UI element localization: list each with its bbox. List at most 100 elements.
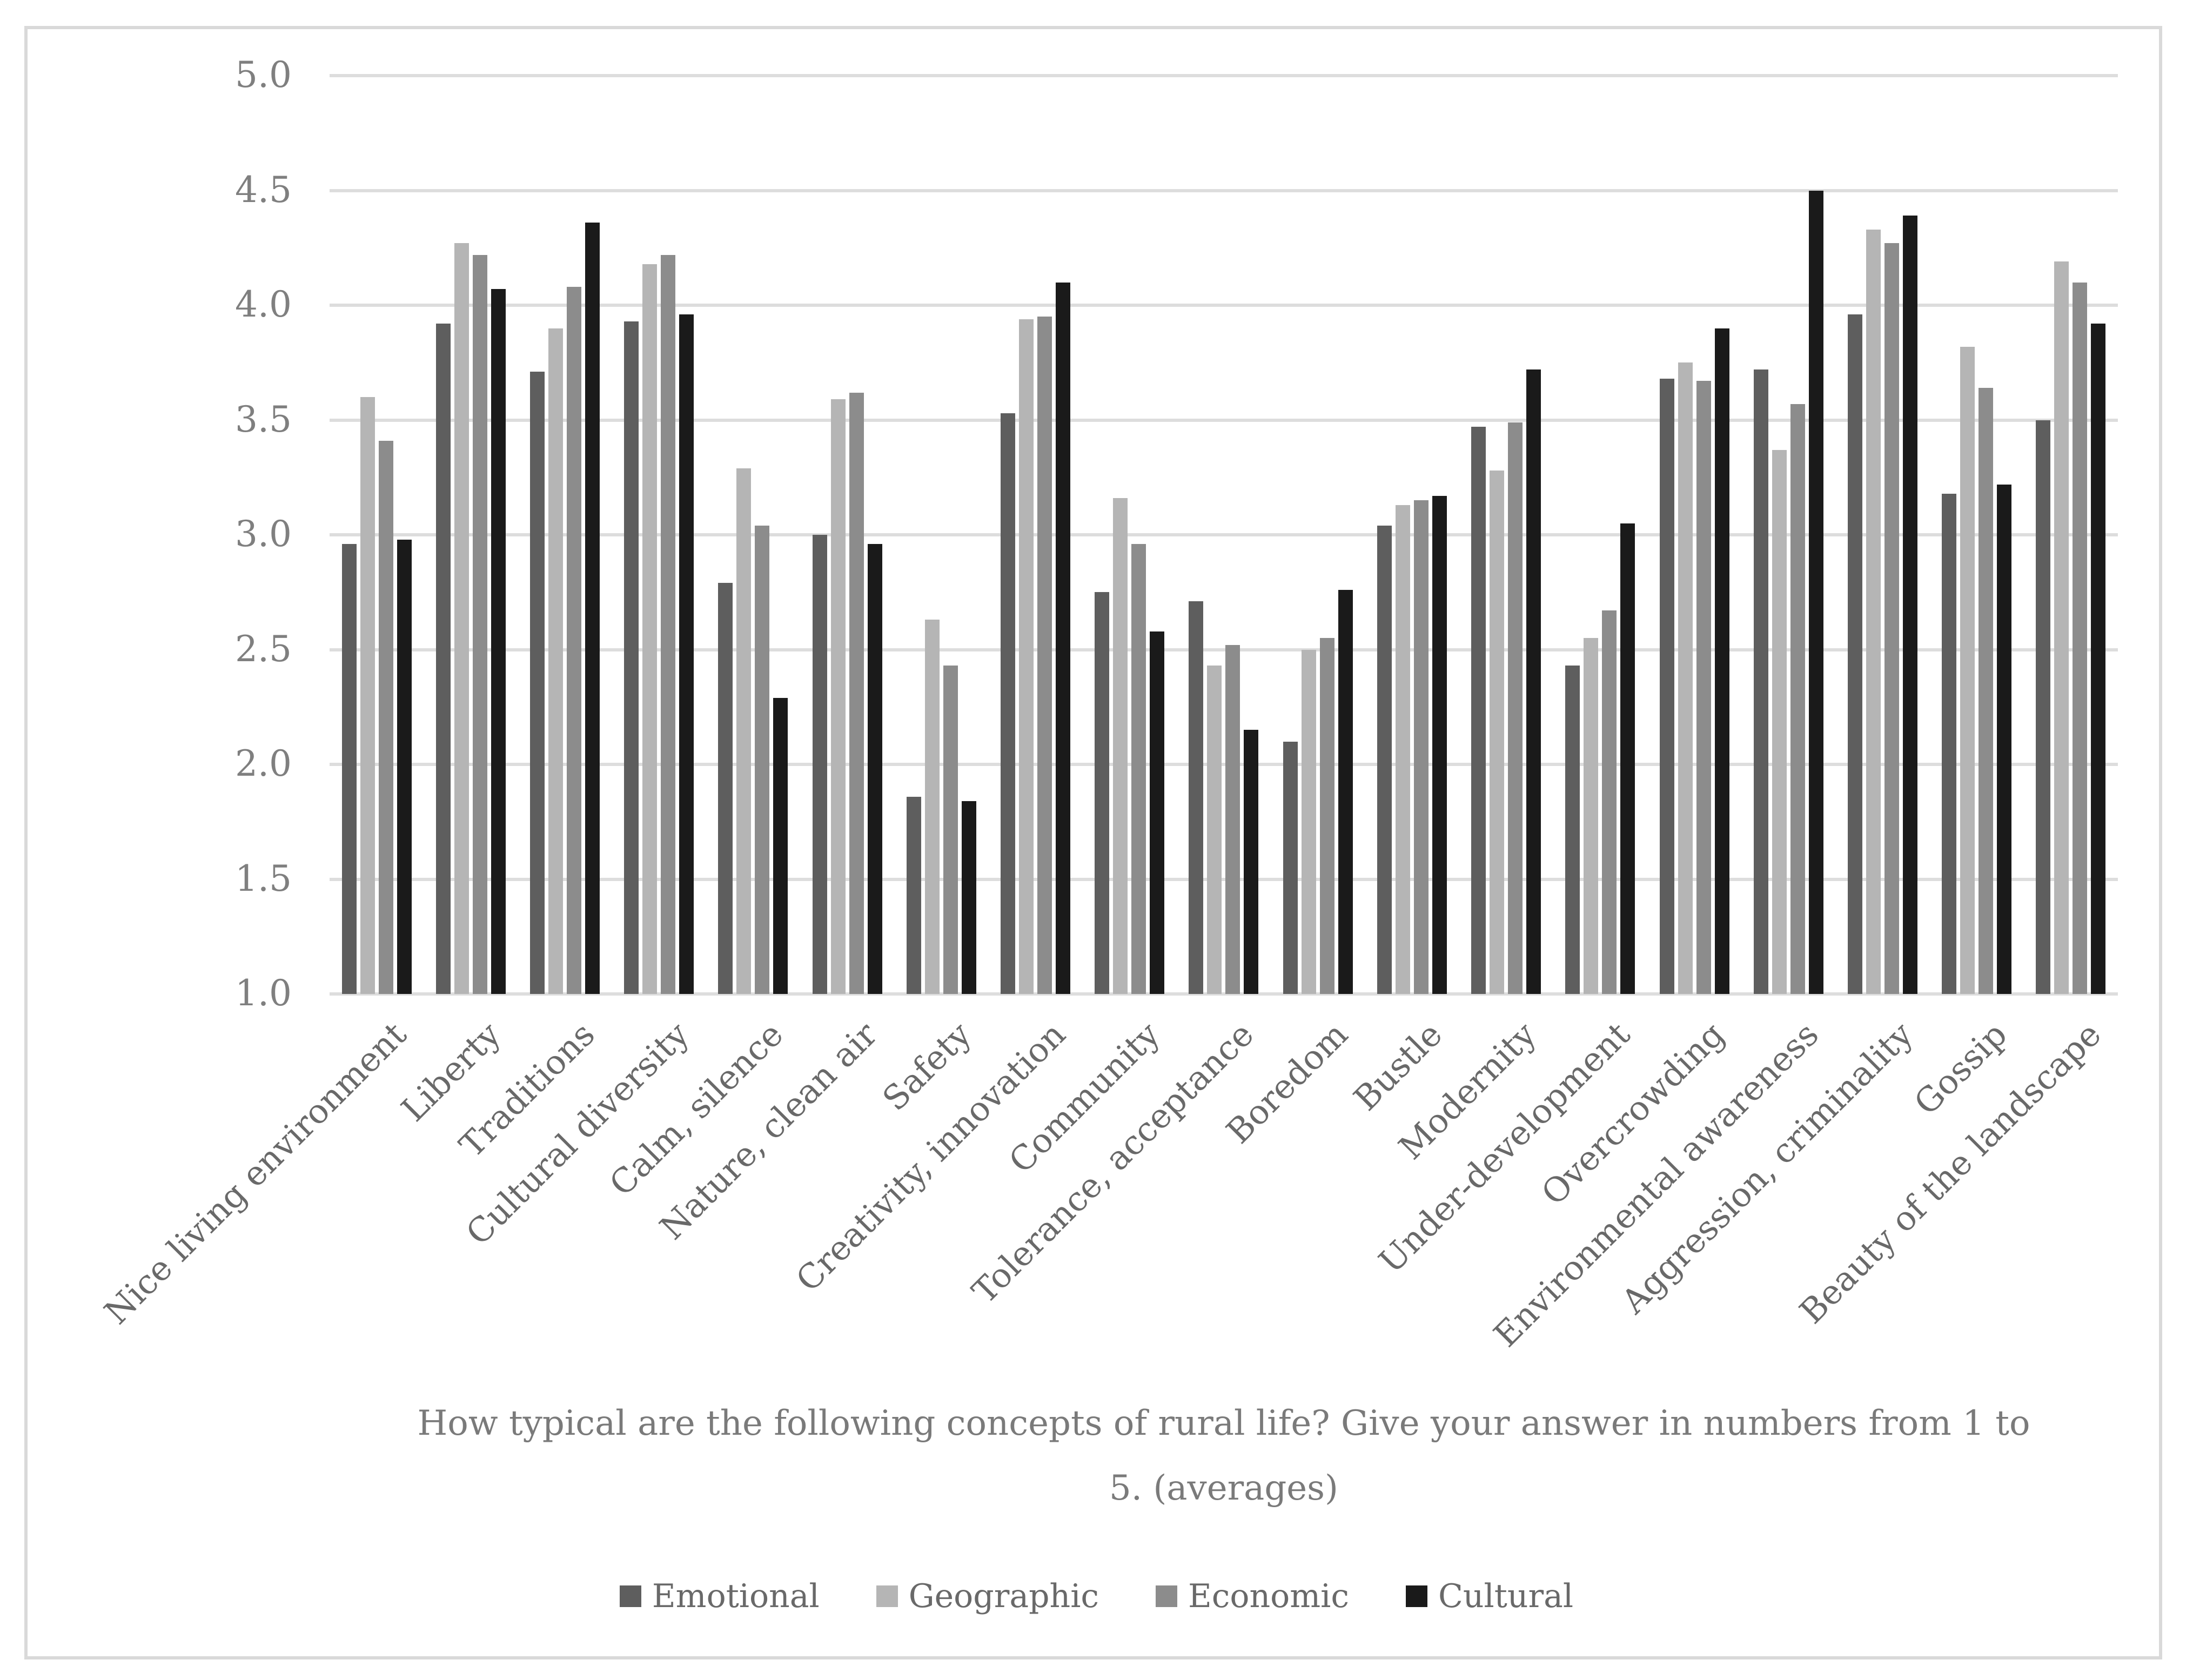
bar-emotional-modernity: [1471, 427, 1486, 994]
gridline-2.0: [330, 763, 2118, 766]
y-tick-label-3.0: 3.0: [235, 513, 292, 555]
gridline-1.5: [330, 877, 2118, 881]
bar-economic-under-development: [1602, 610, 1617, 994]
bar-geographic-safety: [924, 620, 940, 994]
chart-title-line-1: How typical are the following concepts o…: [417, 1403, 2030, 1443]
legend: Emotional Geographic Economic Cultural: [0, 1577, 2193, 1615]
bar-geographic-boredom: [1301, 649, 1316, 994]
bar-geographic-beauty-of-the-landscape: [2054, 261, 2069, 994]
bar-cultural-boredom: [1338, 590, 1353, 994]
bar-emotional-liberty: [435, 324, 451, 994]
y-tick-label-5.0: 5.0: [235, 53, 292, 96]
bar-cultural-liberty: [491, 289, 506, 994]
bar-cultural-bustle: [1432, 495, 1447, 994]
bar-cultural-calm-silence: [773, 697, 788, 994]
bar-cultural-nice-living-environment: [397, 539, 412, 994]
gridline-3.5: [330, 418, 2118, 422]
bar-economic-beauty-of-the-landscape: [2073, 282, 2088, 994]
bar-group-gossip: [1930, 76, 2024, 994]
bar-cultural-traditions: [585, 223, 600, 994]
bar-geographic-environmental-awareness: [1772, 449, 1787, 994]
bar-group-nature-clean-air: [800, 76, 894, 994]
legend-item-emotional: Emotional: [619, 1577, 820, 1615]
bar-geographic-traditions: [548, 328, 563, 994]
gridline-4.0: [330, 304, 2118, 307]
bar-cultural-tolerance-acceptance: [1244, 730, 1259, 994]
bar-economic-overcrowding: [1696, 381, 1711, 994]
bar-cultural-aggression-criminality: [1902, 216, 1917, 994]
bar-geographic-aggression-criminality: [1866, 229, 1881, 994]
y-tick-label-1.5: 1.5: [235, 857, 292, 899]
bar-emotional-aggression-criminality: [1847, 314, 1862, 994]
bar-geographic-calm-silence: [736, 468, 752, 994]
legend-item-cultural: Cultural: [1405, 1577, 1573, 1615]
bar-group-overcrowding: [1647, 76, 1741, 994]
chart-title: How typical are the following concepts o…: [330, 1391, 2118, 1521]
bar-cultural-overcrowding: [1714, 328, 1729, 994]
bar-emotional-cultural-diversity: [624, 321, 639, 994]
bar-economic-liberty: [472, 254, 487, 994]
bar-cultural-gossip: [1997, 484, 2012, 994]
bar-geographic-gossip: [1960, 346, 1975, 994]
bar-group-boredom: [1271, 76, 1365, 994]
bar-emotional-traditions: [530, 372, 545, 994]
y-tick-label-2.0: 2.0: [235, 742, 292, 784]
bar-economic-boredom: [1319, 638, 1334, 994]
legend-label-emotional: Emotional: [652, 1577, 820, 1615]
bar-group-cultural-diversity: [612, 76, 706, 994]
bar-emotional-calm-silence: [718, 583, 733, 994]
bar-group-aggression-criminality: [1835, 76, 1929, 994]
bar-group-nice-living-environment: [330, 76, 424, 994]
bar-emotional-gossip: [1942, 493, 1957, 994]
bar-group-environmental-awareness: [1741, 76, 1835, 994]
bar-economic-bustle: [1413, 500, 1429, 994]
y-tick-label-4.0: 4.0: [235, 283, 292, 325]
bar-emotional-safety: [906, 796, 921, 994]
gridline-5.0: [330, 74, 2118, 77]
plot-area: [330, 74, 2118, 996]
bar-geographic-overcrowding: [1678, 362, 1693, 994]
bar-geographic-creativity-innovation: [1019, 319, 1034, 994]
bar-group-liberty: [424, 76, 518, 994]
bar-economic-aggression-criminality: [1884, 243, 1899, 994]
y-tick-label-2.5: 2.5: [235, 628, 292, 670]
bar-geographic-cultural-diversity: [642, 264, 658, 994]
bar-geographic-under-development: [1584, 638, 1599, 994]
bar-cultural-community: [1150, 631, 1165, 994]
bar-cultural-under-development: [1620, 523, 1635, 994]
bar-geographic-nice-living-environment: [360, 397, 375, 994]
bar-group-calm-silence: [706, 76, 800, 994]
bar-cultural-safety: [961, 801, 976, 994]
bar-emotional-boredom: [1283, 741, 1298, 994]
bar-group-safety: [894, 76, 988, 994]
bar-group-community: [1083, 76, 1177, 994]
legend-item-economic: Economic: [1155, 1577, 1349, 1615]
bar-emotional-environmental-awareness: [1753, 369, 1768, 994]
gridline-1.0: [330, 992, 2118, 996]
bar-geographic-community: [1113, 498, 1128, 994]
bar-emotional-beauty-of-the-landscape: [2036, 420, 2051, 994]
bar-group-modernity: [1459, 76, 1553, 994]
bar-economic-tolerance-acceptance: [1225, 645, 1240, 994]
bar-geographic-liberty: [454, 243, 469, 994]
bar-economic-cultural-diversity: [661, 254, 676, 994]
bar-cultural-nature-clean-air: [867, 544, 882, 994]
bar-geographic-tolerance-acceptance: [1207, 666, 1222, 994]
gridline-3.0: [330, 533, 2118, 536]
bar-cultural-environmental-awareness: [1808, 190, 1823, 994]
bar-economic-gossip: [1979, 388, 1994, 994]
bar-group-traditions: [518, 76, 612, 994]
bar-emotional-tolerance-acceptance: [1189, 601, 1204, 994]
y-tick-label-1.0: 1.0: [235, 972, 292, 1014]
bar-economic-safety: [943, 666, 958, 994]
bar-emotional-bustle: [1377, 526, 1392, 994]
bar-cultural-cultural-diversity: [679, 314, 694, 994]
bar-group-bustle: [1365, 76, 1459, 994]
figure-border: [24, 26, 2162, 1659]
bar-emotional-overcrowding: [1659, 379, 1674, 994]
bar-economic-calm-silence: [755, 526, 770, 994]
bar-cultural-modernity: [1526, 369, 1541, 994]
bar-geographic-modernity: [1490, 471, 1505, 994]
bar-economic-nice-living-environment: [378, 440, 393, 994]
